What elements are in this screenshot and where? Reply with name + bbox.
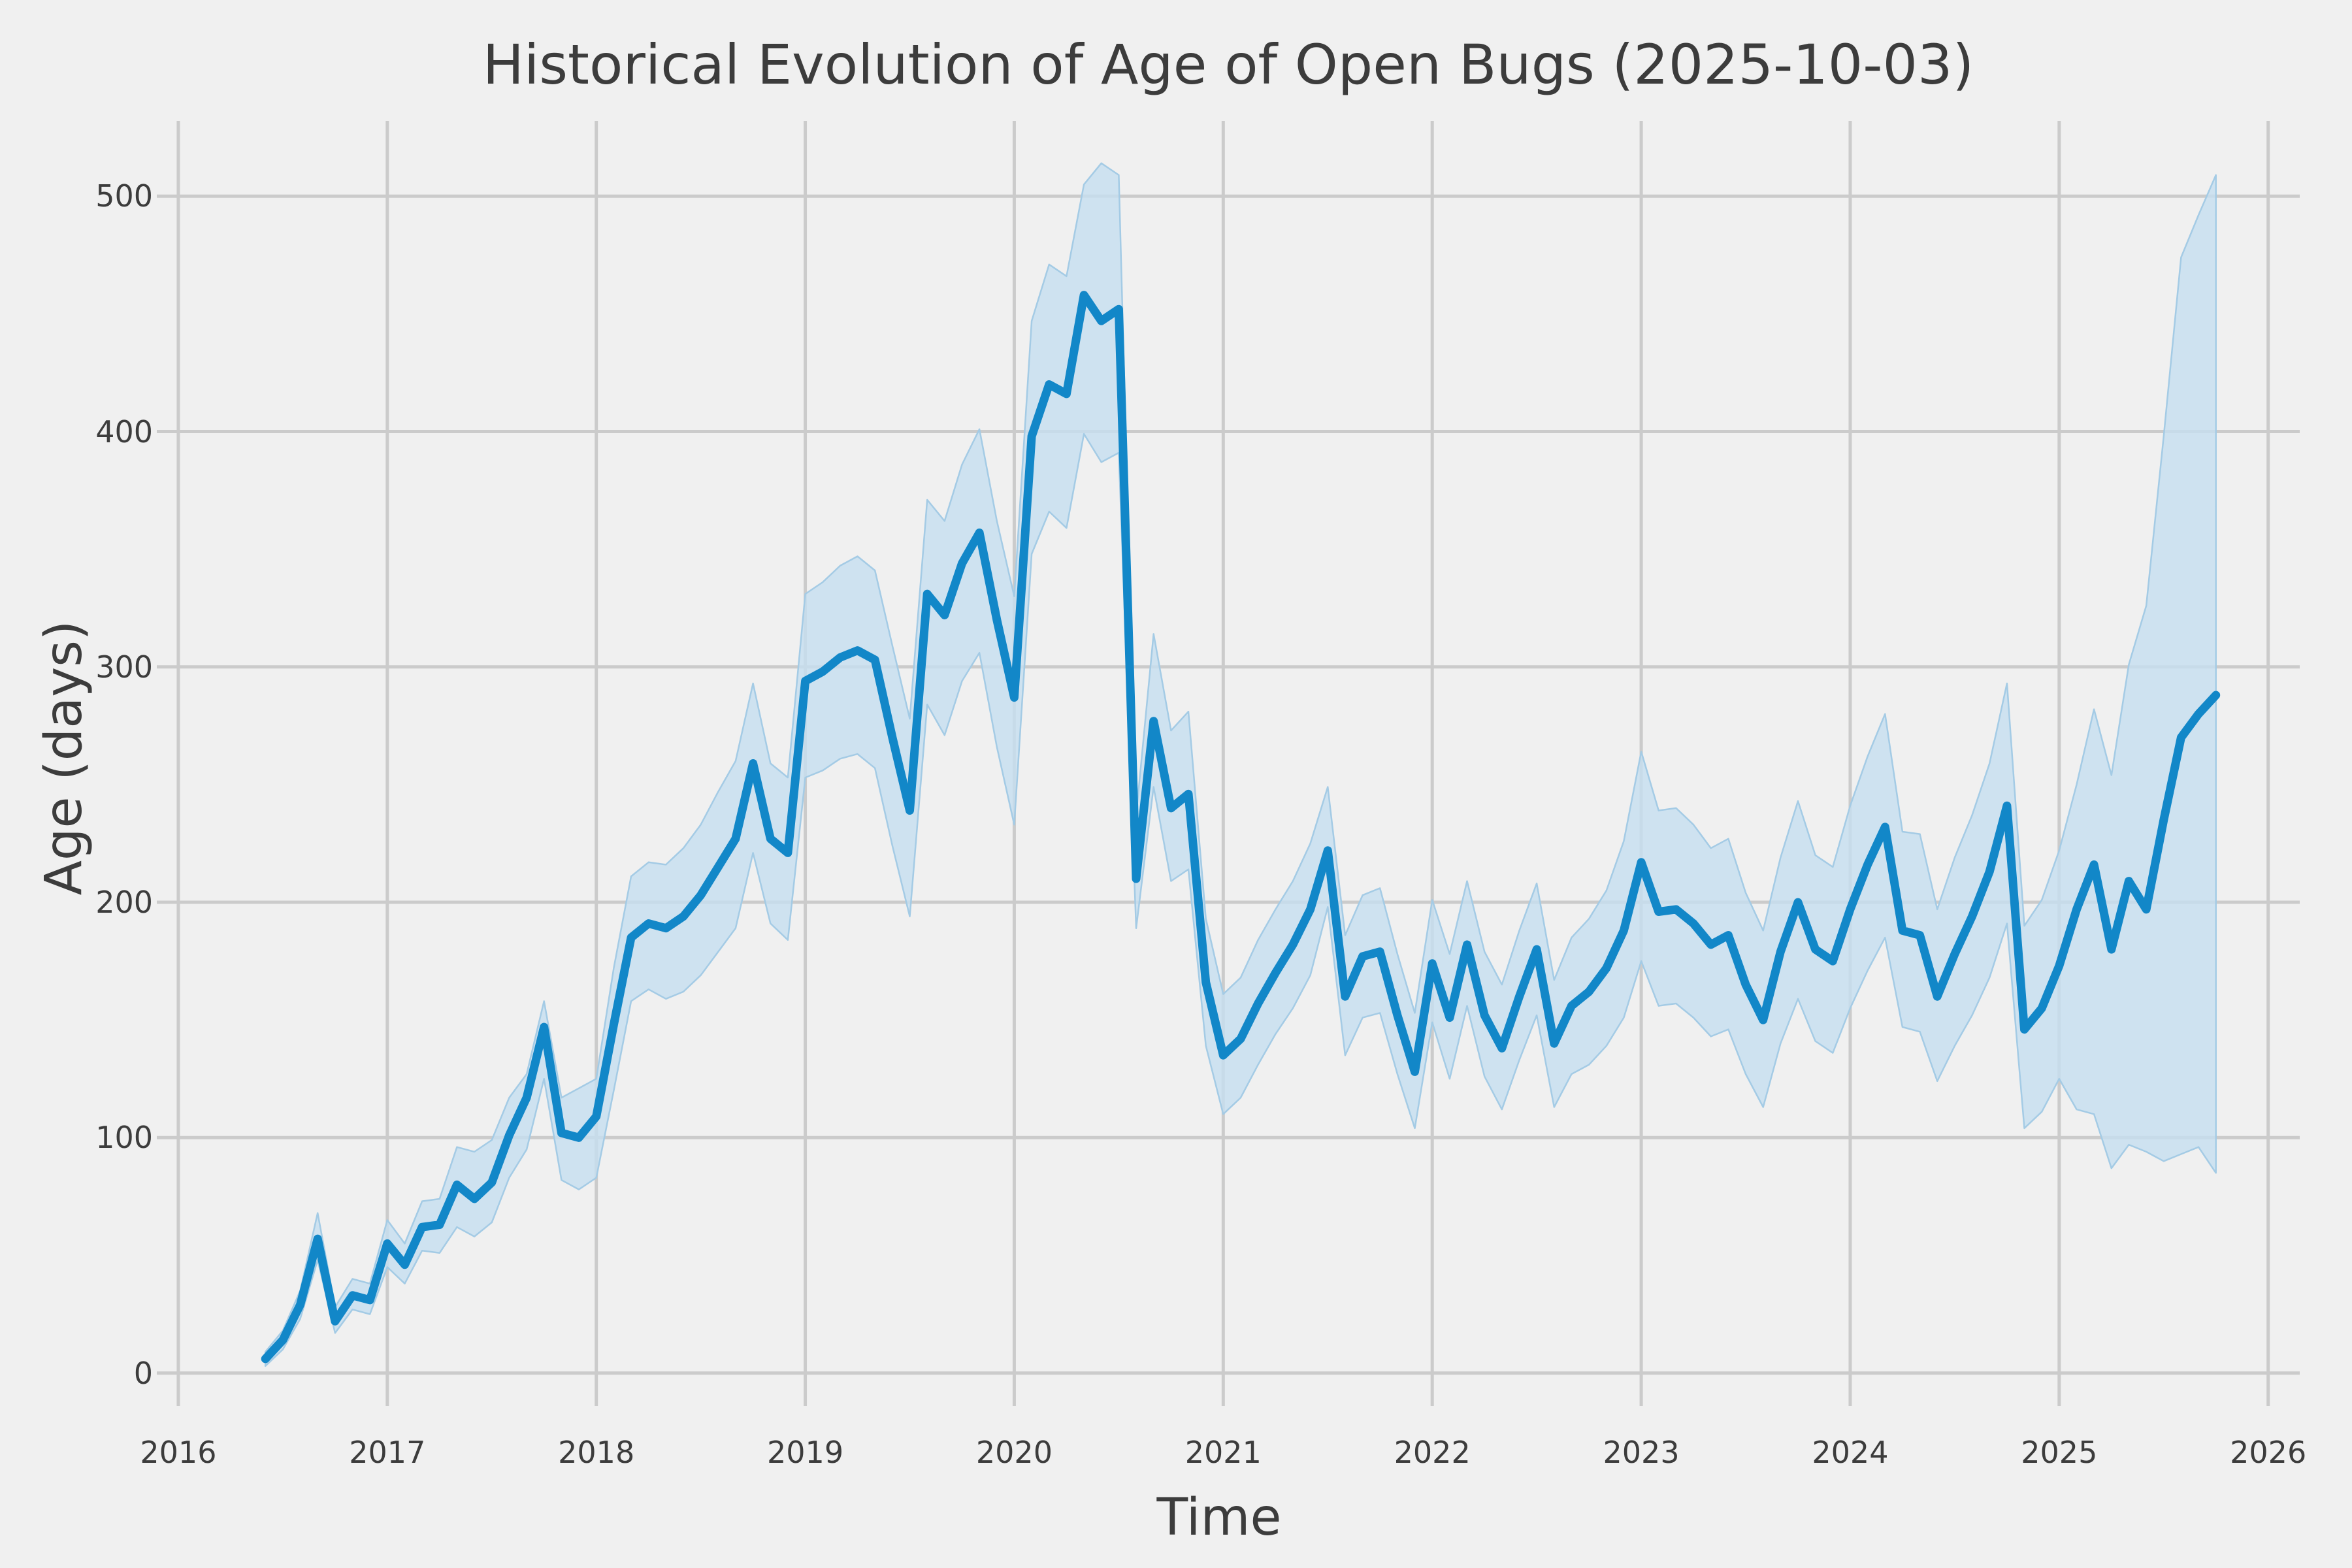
y-tick-label: 300 [95,649,153,685]
chart-title: Historical Evolution of Age of Open Bugs… [482,33,1974,97]
x-tick-label: 2018 [558,1435,635,1470]
x-tick-label: 2022 [1394,1435,1471,1470]
y-tick-label: 200 [95,885,153,921]
x-tick-label: 2019 [767,1435,844,1470]
x-tick-label: 2025 [2021,1435,2098,1470]
y-tick-label: 500 [95,178,153,214]
x-tick-label: 2020 [975,1435,1053,1470]
mean-age-line [261,291,2221,1364]
y-tick-label: 100 [95,1120,153,1156]
y-tick-label: 0 [133,1355,153,1391]
x-axis-label: Time [1156,1488,1282,1547]
y-tick-label: 400 [95,414,153,449]
x-tick-label: 2016 [140,1435,217,1470]
x-tick-label: 2023 [1603,1435,1680,1470]
x-tick-label: 2024 [1812,1435,1889,1470]
x-tick-label: 2017 [349,1435,426,1470]
x-tick-label: 2021 [1184,1435,1262,1470]
y-axis-label: Age (days) [35,620,93,896]
uncertainty-band [264,162,2217,1367]
x-tick-label: 2026 [2230,1435,2307,1470]
